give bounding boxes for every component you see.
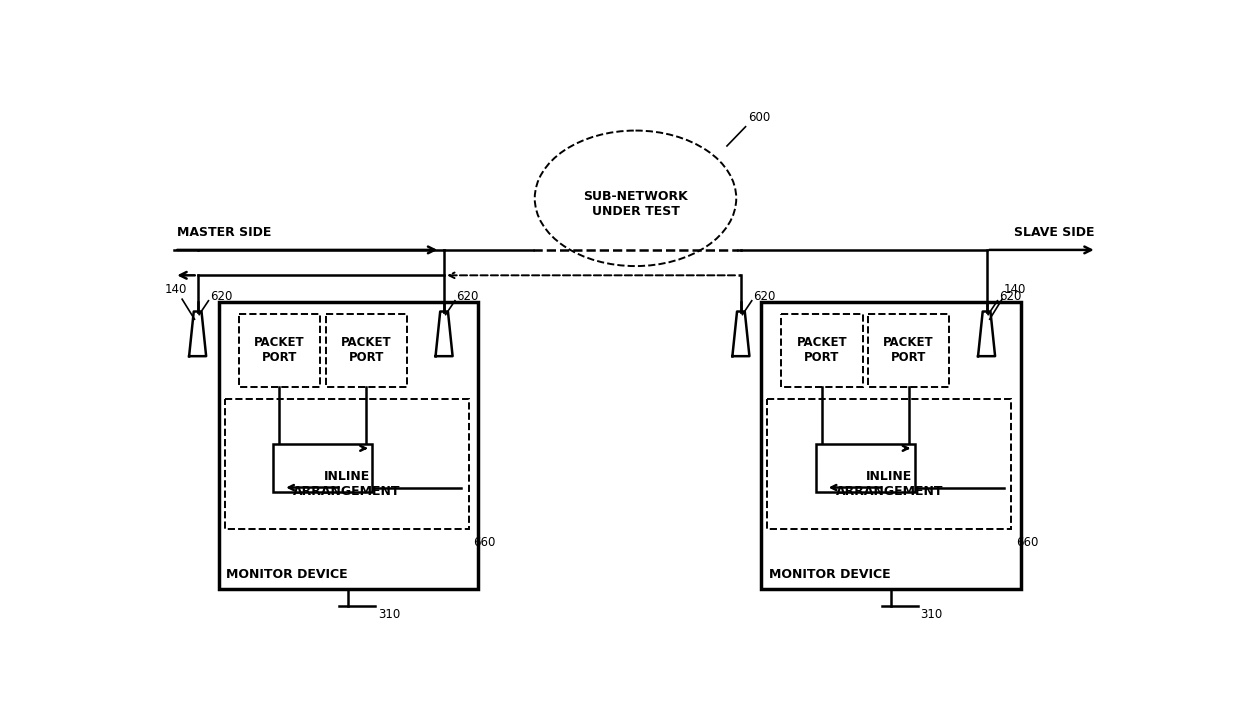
Text: PACKET
PORT: PACKET PORT	[254, 337, 305, 364]
Bar	[325, 314, 407, 387]
Text: 140: 140	[1003, 283, 1025, 297]
Bar	[816, 444, 915, 492]
Bar	[781, 314, 863, 387]
Text: MASTER SIDE: MASTER SIDE	[176, 226, 272, 240]
Text: 620: 620	[754, 290, 776, 302]
Bar	[218, 302, 479, 590]
Bar	[761, 302, 1021, 590]
Text: PACKET
PORT: PACKET PORT	[796, 337, 847, 364]
Text: PACKET
PORT: PACKET PORT	[341, 337, 392, 364]
Text: SLAVE SIDE: SLAVE SIDE	[1014, 226, 1095, 240]
Bar	[768, 399, 1012, 529]
Text: 620: 620	[999, 290, 1022, 302]
Ellipse shape	[534, 131, 737, 266]
Text: 620: 620	[456, 290, 479, 302]
Text: 310: 310	[920, 607, 942, 621]
Text: 620: 620	[210, 290, 232, 302]
Text: PACKET
PORT: PACKET PORT	[883, 337, 934, 364]
Text: 310: 310	[378, 607, 401, 621]
Bar	[273, 444, 372, 492]
Text: INLINE
ARRANGEMENT: INLINE ARRANGEMENT	[293, 470, 401, 498]
Bar	[224, 399, 469, 529]
Text: 140: 140	[165, 283, 187, 297]
Text: SUB-NETWORK
UNDER TEST: SUB-NETWORK UNDER TEST	[583, 191, 688, 219]
Text: INLINE
ARRANGEMENT: INLINE ARRANGEMENT	[836, 470, 944, 498]
Text: MONITOR DEVICE: MONITOR DEVICE	[226, 567, 348, 581]
Text: 660: 660	[474, 536, 496, 548]
Bar	[238, 314, 320, 387]
Text: 600: 600	[748, 111, 770, 124]
Bar	[868, 314, 950, 387]
Text: 660: 660	[1016, 536, 1038, 548]
Text: MONITOR DEVICE: MONITOR DEVICE	[769, 567, 890, 581]
